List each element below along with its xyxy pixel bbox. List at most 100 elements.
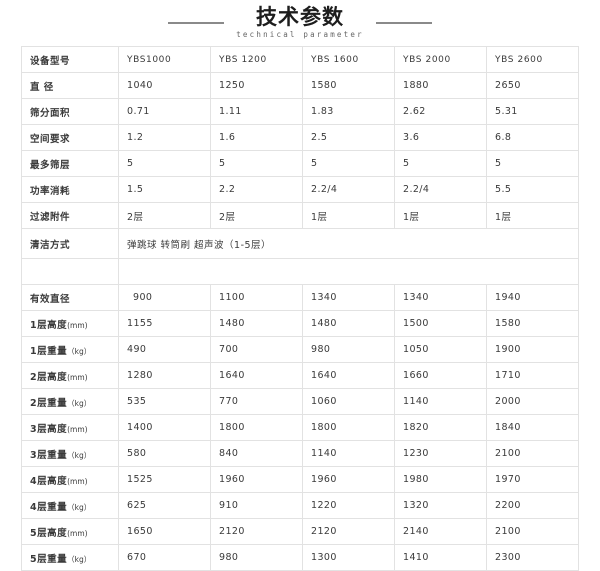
title-rule-left — [168, 22, 225, 24]
cell-value: 1580 — [486, 310, 579, 337]
cell-value: YBS 2000 — [394, 46, 487, 73]
cell-value: 5.31 — [486, 98, 579, 125]
table-row: 3层高度(mm) 1400 1800 1800 1820 1840 — [21, 414, 579, 441]
row-label-unit: （kg） — [67, 346, 92, 356]
spacer-cell — [118, 258, 579, 285]
cell-value: 1140 — [302, 440, 395, 467]
table-row: 功率消耗 1.5 2.2 2.2/4 2.2/4 5.5 — [21, 176, 579, 203]
cell-value: 2100 — [486, 440, 579, 467]
cell-value: 1580 — [302, 72, 395, 99]
table-row: 1层高度(mm) 1155 1480 1480 1500 1580 — [21, 310, 579, 337]
cell-value: 1660 — [394, 362, 487, 389]
cell-value: 535 — [118, 388, 211, 415]
table-body: 设备型号 YBS1000 YBS 1200 YBS 1600 YBS 2000 … — [21, 46, 579, 571]
table-row: 空间要求 1.2 1.6 2.5 3.6 6.8 — [21, 124, 579, 151]
cell-value: 1900 — [486, 336, 579, 363]
cell-value: 5 — [302, 150, 395, 177]
cell-value: 2200 — [486, 492, 579, 519]
row-label: 1层高度(mm) — [21, 310, 119, 337]
cell-value: YBS1000 — [118, 46, 211, 73]
cell-value: 1155 — [118, 310, 211, 337]
cell-value: 2.2 — [210, 176, 303, 203]
row-label-text: 5层重量 — [30, 553, 68, 565]
cell-value: 1980 — [394, 466, 487, 493]
cell-value: 1960 — [302, 466, 395, 493]
table-row: 筛分面积 0.71 1.11 1.83 2.62 5.31 — [21, 98, 579, 125]
cell-value: 1层 — [302, 202, 395, 229]
technical-parameter-table: 设备型号 YBS1000 YBS 1200 YBS 1600 YBS 2000 … — [21, 46, 579, 571]
cell-value: 670 — [118, 544, 211, 571]
table-row: 2层重量（kg） 535 770 1060 1140 2000 — [21, 388, 579, 415]
cell-value: 1710 — [486, 362, 579, 389]
row-label-unit: (mm) — [67, 424, 88, 434]
row-label: 5层高度(mm) — [21, 518, 119, 545]
row-label: 过滤附件 — [21, 202, 119, 229]
cell-value: 1410 — [394, 544, 487, 571]
cell-value: 1940 — [486, 284, 579, 311]
cell-value: 1050 — [394, 336, 487, 363]
cell-value: 5 — [486, 150, 579, 177]
cell-value: 1480 — [210, 310, 303, 337]
cell-value: 1340 — [394, 284, 487, 311]
cell-value: 625 — [118, 492, 211, 519]
cell-value: 700 — [210, 336, 303, 363]
row-label: 空间要求 — [21, 124, 119, 151]
row-label-text: 1层重量 — [30, 345, 68, 357]
cell-value: 3.6 — [394, 124, 487, 151]
row-label-unit: (mm) — [67, 320, 88, 330]
row-label: 直 径 — [21, 72, 119, 99]
row-label: 3层高度(mm) — [21, 414, 119, 441]
table-row: 5层高度(mm) 1650 2120 2120 2140 2100 — [21, 518, 579, 545]
row-label-text: 5层高度 — [30, 527, 68, 539]
table-row: 最多筛层 5 5 5 5 5 — [21, 150, 579, 177]
row-label: 筛分面积 — [21, 98, 119, 125]
table-row: 过滤附件 2层 2层 1层 1层 1层 — [21, 202, 579, 229]
table-row: 5层重量（kg） 670 980 1300 1410 2300 — [21, 544, 579, 571]
table-row: 设备型号 YBS1000 YBS 1200 YBS 1600 YBS 2000 … — [21, 46, 579, 73]
cell-value-merged: 弹跳球 转筒刷 超声波（1-5层） — [118, 228, 579, 259]
row-label: 4层高度(mm) — [21, 466, 119, 493]
cell-value: 1800 — [302, 414, 395, 441]
cell-value: 1层 — [486, 202, 579, 229]
row-label: 3层重量（kg） — [21, 440, 119, 467]
cell-value: 1480 — [302, 310, 395, 337]
table-row: 4层高度(mm) 1525 1960 1960 1980 1970 — [21, 466, 579, 493]
cell-value: 2.2/4 — [302, 176, 395, 203]
row-label: 设备型号 — [21, 46, 119, 73]
cell-value: 2140 — [394, 518, 487, 545]
cell-value: 1060 — [302, 388, 395, 415]
section-spacer — [21, 258, 579, 285]
row-label-text: 2层重量 — [30, 397, 68, 409]
cell-value: 1250 — [210, 72, 303, 99]
cell-value: 5 — [210, 150, 303, 177]
row-label: 有效直径 — [21, 284, 119, 311]
cell-value: 0.71 — [118, 98, 211, 125]
row-label: 最多筛层 — [21, 150, 119, 177]
cell-value: 2000 — [486, 388, 579, 415]
row-label: 1层重量（kg） — [21, 336, 119, 363]
cell-value: 2120 — [210, 518, 303, 545]
table-row: 4层重量（kg） 625 910 1220 1320 2200 — [21, 492, 579, 519]
cell-value: YBS 1200 — [210, 46, 303, 73]
cell-value: 1230 — [394, 440, 487, 467]
cell-value: 1960 — [210, 466, 303, 493]
row-label-unit: (mm) — [67, 372, 88, 382]
row-label-text: 1层高度 — [30, 319, 68, 331]
cell-value: 1280 — [118, 362, 211, 389]
cell-value: 1220 — [302, 492, 395, 519]
cell-value: 900 — [118, 284, 211, 311]
cell-value: 1970 — [486, 466, 579, 493]
cell-value: 5.5 — [486, 176, 579, 203]
cell-value: 1840 — [486, 414, 579, 441]
row-label: 4层重量（kg） — [21, 492, 119, 519]
cell-value: 980 — [302, 336, 395, 363]
cell-value: 910 — [210, 492, 303, 519]
cell-value: 2300 — [486, 544, 579, 571]
cell-value: 2.62 — [394, 98, 487, 125]
row-label: 功率消耗 — [21, 176, 119, 203]
row-label-unit: (mm) — [67, 476, 88, 486]
cell-value: 1320 — [394, 492, 487, 519]
row-label-unit: (mm) — [67, 528, 88, 538]
row-label: 5层重量（kg） — [21, 544, 119, 571]
cell-value: 5 — [394, 150, 487, 177]
